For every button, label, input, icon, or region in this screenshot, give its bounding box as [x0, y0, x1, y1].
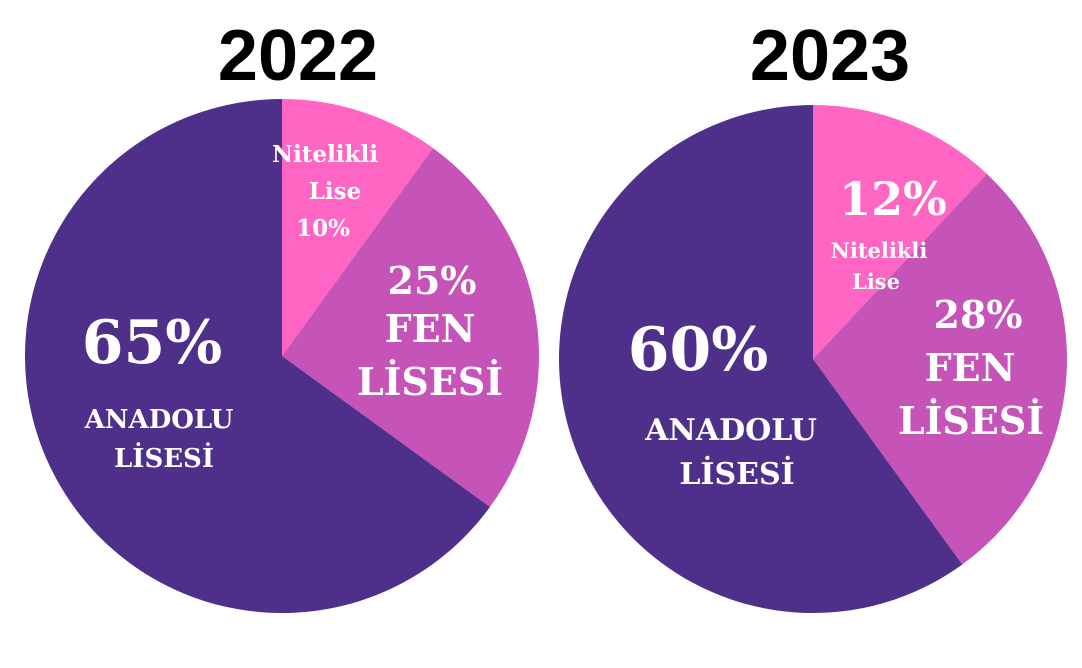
- slice-value-label: 12%: [839, 172, 947, 226]
- slice-label-nitelikli-lise: 12% Nitelikli Lise: [831, 172, 947, 294]
- slice-value-label: 10%: [296, 215, 350, 242]
- slice-value-label: 25%: [388, 258, 477, 303]
- pie-slice-nitelikli-lise: [813, 105, 987, 359]
- pie-slice-fen-lisesi: [813, 173, 1068, 565]
- chart-title: 2023: [750, 16, 910, 96]
- slice-value-label: 65%: [82, 308, 223, 378]
- slice-label-fen-lisesi: 28% FEN LİSESİ: [898, 292, 1044, 443]
- slice-name-line: Nitelikli: [272, 141, 378, 168]
- slice-name-line: ANADOLU: [84, 405, 234, 435]
- slice-value-label: 60%: [628, 315, 769, 385]
- chart-title: 2022: [218, 16, 378, 96]
- slice-name-line: LİSESİ: [357, 359, 503, 404]
- pie-slice-fen-lisesi: [282, 148, 540, 508]
- slice-name-line: FEN: [925, 345, 1016, 390]
- slice-name-line: Lise: [852, 269, 900, 294]
- slice-label-nitelikli-lise: Nitelikli Lise 10%: [272, 141, 378, 242]
- slice-name-line: LİSESİ: [114, 442, 214, 474]
- slice-name-line: FEN: [385, 306, 476, 351]
- slice-name-line: ANADOLU: [644, 413, 817, 448]
- pie-chart-2023: 2023 12% Nitelikli Lise 28% FEN LİSESİ 6…: [558, 16, 1068, 613]
- slice-label-anadolu-lisesi: 60% ANADOLU LİSESİ: [628, 315, 817, 492]
- slice-name-line: Nitelikli: [831, 238, 928, 263]
- slice-label-fen-lisesi: 25% FEN LİSESİ: [357, 258, 503, 404]
- slice-name-line: Lise: [309, 178, 362, 205]
- slice-label-anadolu-lisesi: 65% ANADOLU LİSESİ: [82, 308, 234, 474]
- pie-slice-anadolu-lisesi: [25, 99, 490, 613]
- pie-slice-nitelikli-lise: [282, 99, 434, 356]
- slice-value-label: 28%: [934, 292, 1023, 337]
- pie-chart-2022: 2022 Nitelikli Lise 10% 25% FEN LİSESİ 6…: [25, 16, 540, 613]
- slice-name-line: LİSESİ: [898, 398, 1044, 443]
- slice-name-line: LİSESİ: [679, 455, 794, 492]
- pie-slice-anadolu-lisesi: [558, 105, 963, 613]
